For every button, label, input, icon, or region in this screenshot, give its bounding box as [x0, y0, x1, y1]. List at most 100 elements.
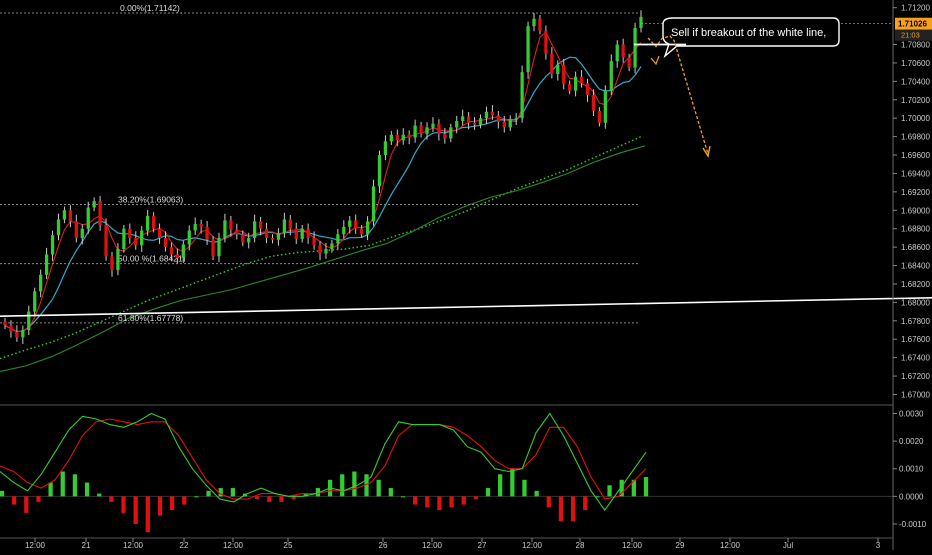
osc-histogram-bar — [315, 488, 321, 497]
osc-histogram-bar — [619, 479, 624, 497]
osc-histogram-bar — [595, 496, 600, 498]
osc-histogram-bar — [255, 496, 260, 500]
candle-body — [324, 248, 328, 254]
current-price-tag — [895, 17, 932, 30]
price-tick-label: 1.69800 — [901, 133, 930, 142]
osc-histogram-bar — [279, 496, 284, 502]
candle-body — [300, 228, 304, 239]
candle-body — [235, 229, 239, 235]
osc-tick-label: -0.0010 — [899, 520, 927, 529]
annotation-text: Sell if breakout of the white line, — [671, 27, 826, 39]
price-tick-label: 1.70400 — [901, 77, 930, 86]
candle-body — [175, 254, 180, 259]
candle-body — [217, 237, 221, 257]
osc-histogram-bar — [643, 477, 649, 497]
price-tick-label: 1.67800 — [901, 317, 930, 326]
candle-body — [609, 61, 613, 91]
candle-body — [419, 125, 423, 134]
candle-body — [276, 233, 281, 240]
candle-body — [514, 118, 518, 120]
time-tick-label: 26 — [379, 541, 388, 550]
osc-histogram-bar — [84, 482, 90, 497]
candle-body — [56, 219, 61, 236]
osc-histogram-bar — [558, 496, 564, 522]
candle-body — [538, 18, 542, 31]
candle-body — [3, 321, 7, 326]
candle-body — [502, 121, 506, 128]
osc-tick-label: 0.0010 — [899, 465, 924, 474]
candle-body — [128, 228, 132, 238]
candle-body — [496, 115, 500, 122]
osc-histogram-bar — [364, 474, 369, 497]
candle-body — [342, 226, 346, 235]
candle-body — [193, 224, 197, 231]
osc-histogram-bar — [607, 485, 612, 497]
price-tick-label: 1.67600 — [901, 335, 930, 344]
candle-body — [68, 210, 73, 222]
osc-histogram-bar — [145, 496, 150, 533]
price-tick-label: 1.68200 — [901, 280, 930, 289]
candle-body — [205, 226, 209, 240]
osc-main-line — [0, 412, 647, 512]
candle-body — [146, 215, 150, 231]
candle-body — [247, 237, 251, 243]
candle-body — [508, 119, 512, 128]
candle-body — [484, 111, 489, 119]
ma-mid-line — [4, 56, 642, 333]
candle-body — [110, 256, 114, 271]
osc-histogram-bar — [169, 496, 175, 511]
annotation-callout — [662, 17, 840, 59]
time-tick-label: 12:00 — [123, 541, 144, 550]
candle-body — [413, 125, 417, 138]
candle-body — [550, 53, 554, 74]
candle-body — [383, 141, 388, 156]
time-tick-label: 12:00 — [622, 541, 643, 550]
osc-histogram-bar — [437, 496, 442, 511]
candle-body — [241, 234, 245, 243]
time-tick-label: 22 — [180, 541, 189, 550]
candle-body — [169, 247, 174, 255]
candle-body — [157, 228, 162, 238]
candle-body — [627, 57, 631, 68]
time-tick-label: 3 — [876, 541, 881, 550]
candle-body — [348, 220, 352, 227]
candle-body — [98, 201, 102, 226]
candle-body — [122, 228, 126, 249]
price-tick-label: 1.67400 — [901, 354, 930, 363]
candle-body — [556, 64, 560, 74]
candle-body — [526, 26, 530, 73]
osc-histogram-bar — [485, 488, 491, 497]
candle-body — [80, 228, 84, 238]
osc-histogram-bar — [498, 474, 503, 497]
candle-body — [336, 234, 340, 244]
osc-histogram-bar — [534, 490, 539, 497]
price-tick-label: 1.69600 — [901, 151, 930, 160]
candle-body — [270, 237, 275, 240]
time-tick-label: 12:00 — [720, 541, 741, 550]
pullback-arrowhead — [650, 55, 660, 66]
fib-level-label: 61.80%(1.67778) — [118, 313, 183, 323]
candle-body — [211, 239, 215, 257]
candle-body — [639, 16, 643, 28]
price-tick-label: 1.69000 — [901, 206, 930, 215]
osc-histogram-bar — [388, 488, 393, 497]
candle-body — [74, 221, 78, 238]
candle-body — [312, 237, 316, 246]
price-tick-label: 1.68000 — [901, 298, 930, 307]
current-price-label: 1.71026 — [898, 20, 927, 29]
candle-body — [199, 224, 203, 227]
osc-histogram-bar — [133, 496, 138, 524]
candle-body — [407, 134, 411, 138]
price-tick-label: 1.68400 — [901, 262, 930, 271]
osc-histogram-bar — [109, 496, 114, 502]
candle-body — [562, 64, 566, 85]
osc-histogram-bar — [48, 482, 53, 497]
candle-body — [104, 225, 108, 257]
osc-histogram-bar — [24, 496, 29, 513]
osc-histogram-bar — [291, 496, 296, 500]
countdown-box — [895, 29, 932, 41]
candle-body — [532, 18, 536, 27]
countdown-label: 21:03 — [901, 31, 920, 40]
